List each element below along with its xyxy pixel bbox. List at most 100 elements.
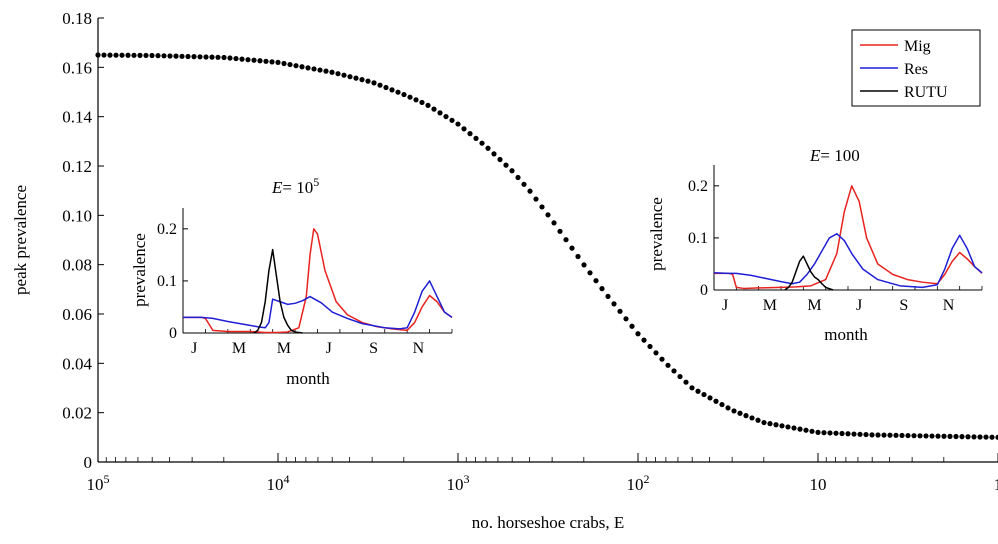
data-point	[839, 430, 845, 437]
data-point	[863, 431, 869, 438]
data-point	[269, 59, 275, 65]
inset-month-label: M	[807, 297, 821, 314]
inset-month-label: M	[763, 297, 777, 314]
data-point	[461, 126, 467, 132]
y-tick-label: 0.14	[62, 108, 92, 127]
data-point	[779, 423, 785, 429]
data-point	[617, 308, 623, 314]
y-axis-title: peak prevalence	[11, 185, 30, 295]
data-point	[803, 427, 809, 433]
data-point	[701, 391, 707, 398]
data-point	[287, 61, 293, 68]
data-point	[215, 54, 221, 60]
data-point	[719, 401, 725, 408]
data-point	[947, 433, 953, 439]
data-point	[161, 53, 167, 59]
data-point	[431, 106, 437, 112]
data-point	[395, 89, 401, 95]
data-point	[485, 145, 491, 151]
data-point	[767, 421, 773, 427]
data-point	[275, 59, 281, 65]
data-point	[527, 188, 533, 194]
data-point	[827, 430, 833, 436]
legend-label-rutu: RUTU	[904, 84, 948, 101]
inset-y-tick-label: 0	[169, 325, 177, 342]
data-point	[923, 433, 929, 439]
data-point	[449, 117, 455, 123]
data-point	[305, 65, 311, 71]
data-point	[539, 204, 545, 210]
data-point	[149, 52, 155, 59]
inset-x-title: month	[824, 325, 868, 344]
y-tick-label: 0.12	[62, 157, 92, 176]
data-point	[653, 350, 659, 356]
inset-series-rutu	[784, 255, 834, 291]
data-point	[797, 426, 803, 432]
data-point	[905, 432, 911, 439]
data-point	[113, 52, 119, 58]
data-point	[425, 102, 431, 108]
data-point	[311, 66, 317, 72]
data-point	[473, 135, 479, 141]
data-point	[929, 433, 935, 439]
data-point	[851, 431, 857, 437]
data-point	[137, 52, 143, 58]
y-tick-label: 0.08	[62, 256, 92, 275]
data-point	[341, 72, 347, 78]
data-point	[755, 417, 761, 423]
data-point	[935, 433, 941, 439]
data-point	[281, 60, 287, 67]
main-axes: 00.020.040.060.080.100.120.140.160.18 10…	[62, 9, 998, 494]
data-point	[731, 408, 737, 414]
inset-month-label: J	[326, 340, 332, 357]
data-point	[179, 53, 185, 59]
y-tick-label: 0.02	[62, 404, 92, 423]
data-point	[353, 75, 359, 81]
data-point	[953, 433, 959, 440]
inset-title: E= 105	[271, 175, 319, 197]
data-point	[677, 373, 683, 380]
data-point	[221, 54, 227, 61]
x-tick-label: 105	[87, 472, 110, 494]
data-point	[977, 434, 983, 440]
data-point	[623, 316, 629, 322]
data-point	[377, 82, 383, 88]
data-point	[881, 432, 887, 438]
inset-x-title: month	[286, 369, 330, 388]
x-tick-label: 103	[447, 472, 470, 494]
data-point	[911, 433, 917, 439]
data-point	[317, 67, 323, 73]
data-point	[635, 331, 641, 337]
inset-month-label: J	[722, 297, 728, 314]
y-tick-label: 0.18	[62, 9, 92, 28]
data-point	[167, 53, 173, 59]
data-point	[413, 97, 419, 103]
inset-y-tick-label: 0.2	[688, 178, 708, 195]
data-point	[125, 52, 131, 58]
legend-label-mig: Mig	[904, 38, 931, 55]
legend: Mig Res RUTU	[851, 29, 981, 107]
data-point	[737, 410, 743, 416]
data-point	[761, 419, 767, 426]
data-point	[707, 395, 713, 401]
data-point	[389, 87, 395, 93]
data-point	[239, 56, 245, 62]
data-point	[671, 368, 677, 374]
inset-month-label: N	[943, 297, 955, 314]
data-point	[365, 78, 371, 84]
data-point	[227, 55, 233, 61]
data-point	[815, 429, 821, 435]
peak-prevalence-series	[95, 52, 998, 440]
inset-e-100: E= 100 prevalence month 0 0.1 0.2 J M M J S N	[647, 146, 983, 344]
inset-y-tick-label: 0.2	[157, 221, 177, 238]
data-point	[869, 432, 875, 438]
data-point	[209, 54, 215, 60]
data-point	[419, 99, 425, 106]
inset-y-tick-label: 0	[700, 282, 708, 299]
data-point	[995, 434, 998, 440]
y-ticks: 0 0.02 0.04 0.06 0.08 0.10 0.12 0.14 0.16 0.18	[62, 9, 104, 472]
data-point	[401, 91, 407, 98]
x-tick-label: 104	[267, 472, 290, 494]
data-point	[773, 422, 779, 428]
